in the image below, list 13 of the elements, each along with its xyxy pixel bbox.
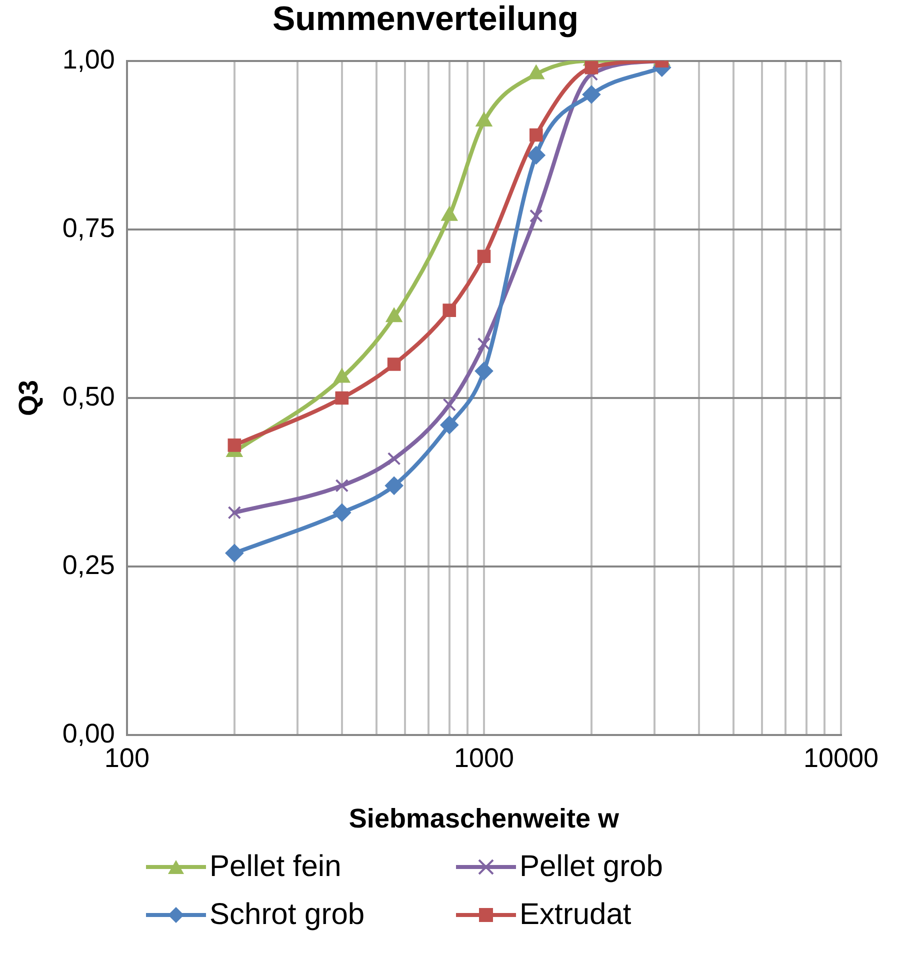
y-axis-title: Q3: [14, 380, 44, 416]
legend-label: Pellet fein: [210, 850, 342, 884]
legend-label: Schrot grob: [210, 898, 365, 932]
legend-label: Extrudat: [520, 898, 632, 932]
y-tick-label: 0,75: [62, 212, 115, 243]
y-tick-label: 0,50: [62, 381, 115, 412]
y-tick-label: 0,25: [62, 550, 115, 580]
y-tick-label: 1,00: [62, 44, 115, 74]
chart-title: Summenverteilung: [272, 0, 579, 38]
x-tick-label: 10000: [803, 742, 879, 773]
x-axis-title: Siebmaschenweite w: [348, 803, 620, 834]
legend-label: Pellet grob: [520, 850, 663, 884]
x-tick-label: 1000: [454, 742, 514, 773]
